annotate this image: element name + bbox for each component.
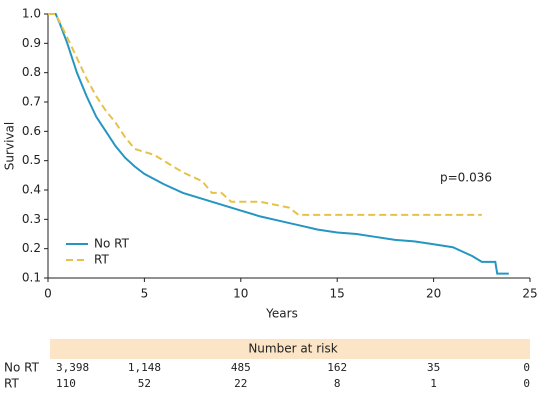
y-tick-label: 0.9 [22, 36, 41, 50]
x-tick-label: 10 [233, 287, 248, 301]
risk-count: 35 [427, 361, 440, 374]
legend-label: RT [94, 253, 109, 267]
x-tick-label: 5 [141, 287, 149, 301]
risk-count: 1,148 [128, 361, 161, 374]
risk-header-band [50, 339, 530, 359]
annotation: p=0.036 [440, 171, 492, 185]
risk-title: Number at risk [248, 342, 337, 356]
x-tick-label: 25 [522, 287, 537, 301]
y-tick-label: 0.8 [22, 65, 41, 79]
y-tick-label: 0.6 [22, 124, 41, 138]
x-axis-label: Years [265, 307, 298, 321]
y-axis-label: Survival [3, 122, 17, 170]
risk-count: 52 [138, 377, 151, 390]
risk-count: 1 [430, 377, 437, 390]
y-tick-label: 0.5 [22, 153, 41, 167]
y-tick-label: 0.3 [22, 212, 41, 226]
risk-count: 162 [327, 361, 347, 374]
y-tick-label: 0.1 [22, 271, 41, 285]
risk-count: 485 [231, 361, 251, 374]
y-tick-label: 1.0 [22, 7, 41, 21]
y-tick-label: 0.2 [22, 241, 41, 255]
y-tick-label: 0.7 [22, 95, 41, 109]
survival-curve [48, 13, 509, 275]
risk-row-label: RT [4, 377, 19, 391]
risk-count: 8 [334, 377, 341, 390]
risk-count: 0 [523, 361, 530, 374]
risk-count: 3,398 [56, 361, 89, 374]
risk-count: 22 [234, 377, 247, 390]
risk-row-label: No RT [4, 361, 40, 375]
x-tick-label: 15 [330, 287, 345, 301]
x-tick-label: 0 [44, 287, 52, 301]
y-tick-label: 0.4 [22, 183, 41, 197]
risk-count: 110 [56, 377, 76, 390]
survival-curve [48, 13, 482, 216]
legend-label: No RT [94, 237, 130, 251]
x-tick-label: 20 [426, 287, 441, 301]
risk-count: 0 [523, 377, 530, 390]
